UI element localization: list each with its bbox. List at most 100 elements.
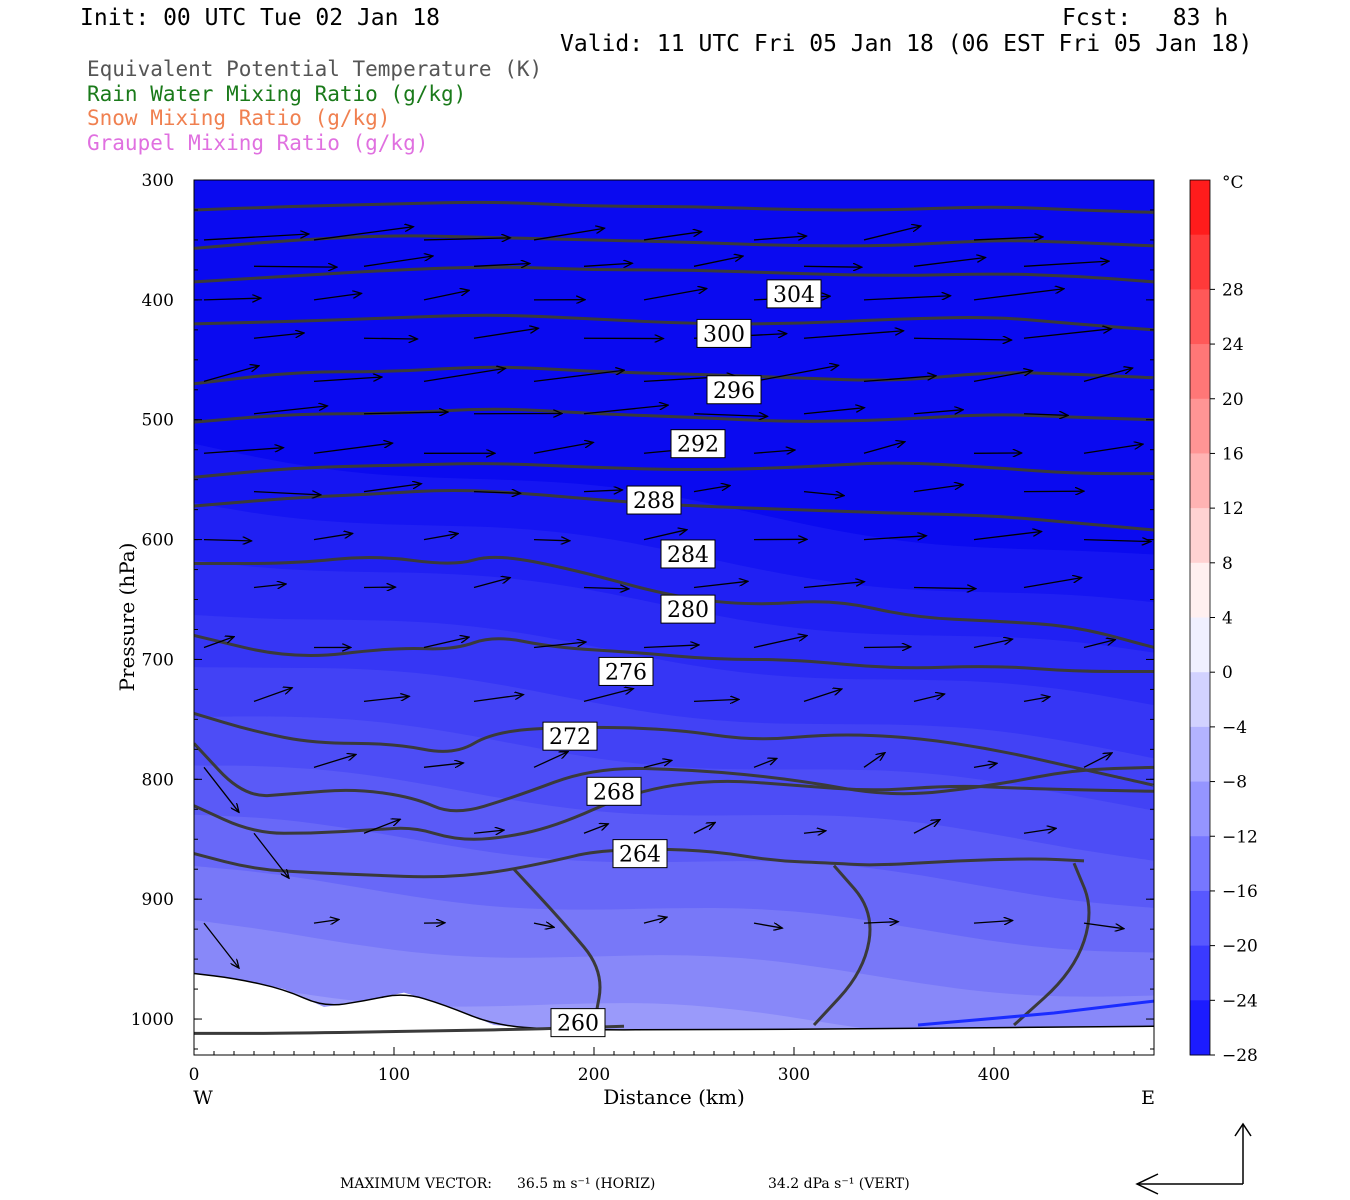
colorbar: °C 28 24 20 16 12 8 4 0 −4 −8 −12 −16 −20 −24 −28 — [1189, 173, 1258, 1066]
wind-vector — [533, 540, 570, 541]
colorbar-label: 28 — [1222, 280, 1244, 300]
shade-band — [194, 502, 1154, 1055]
wind-vector — [313, 754, 356, 768]
y-tick-label: 700 — [142, 650, 174, 670]
colorbar-segment — [1190, 781, 1210, 837]
colorbar-label: 4 — [1222, 609, 1233, 629]
wind-vector — [693, 823, 715, 834]
mixing-ratio-contour — [917, 999, 1154, 1027]
wind-vector — [253, 688, 292, 703]
contour-label: 272 — [549, 725, 591, 750]
colorbar-frame — [1189, 179, 1211, 1056]
wind-vector — [753, 758, 777, 768]
x-tick-label: 0 — [189, 1065, 200, 1085]
shade-base — [194, 180, 1154, 1055]
x-east-label: E — [1141, 1087, 1155, 1109]
wind-vector — [973, 920, 1013, 923]
wind-vector — [253, 266, 337, 267]
wind-vector — [643, 645, 699, 648]
wind-vector — [753, 636, 807, 649]
colorbar-segment — [1190, 617, 1210, 673]
contour-label-box — [626, 485, 682, 515]
contour-label-box — [670, 429, 726, 459]
wind-vector — [1083, 540, 1151, 542]
shade-band — [194, 976, 1154, 1055]
legend-graupel: Graupel Mixing Ratio (g/kg) — [87, 131, 429, 155]
wind-vector — [693, 334, 787, 339]
wind-vector — [473, 830, 504, 833]
forecast-hour: Fcst: 83 h — [1062, 5, 1229, 31]
colorbar-segment — [1190, 836, 1210, 892]
wind-vector — [753, 365, 839, 383]
colorbar-segment — [1190, 890, 1210, 947]
wind-vector — [1023, 828, 1056, 834]
wind-vector — [693, 256, 743, 267]
legend-theta-e: Equivalent Potential Temperature (K) — [87, 57, 543, 81]
wind-vector — [913, 588, 976, 589]
wind-vector — [313, 920, 339, 924]
wind-vector — [253, 584, 286, 588]
wind-vector — [913, 410, 963, 414]
wind-vector — [643, 760, 672, 768]
contour-label: 292 — [677, 433, 719, 458]
colorbar-segment — [1190, 945, 1210, 1001]
wind-vector — [363, 256, 433, 267]
wind-vector — [1023, 697, 1050, 702]
wind-vector — [203, 766, 239, 812]
theta-e-contour-line — [194, 742, 1154, 813]
wind-vector — [313, 443, 393, 454]
x-axis-label: Distance (km) — [603, 1085, 745, 1109]
contour-label: 304 — [773, 283, 815, 308]
wind-vector — [533, 642, 586, 649]
colorbar-label: −8 — [1222, 773, 1247, 793]
theta-e-contour-line — [194, 407, 1154, 424]
max-vector-vert: 34.2 dPa s⁻¹ (VERT) — [768, 1176, 910, 1192]
wind-vector — [423, 763, 463, 768]
wind-vector — [473, 695, 523, 703]
theta-e-contour-line — [194, 711, 1154, 787]
temperature-shading — [194, 180, 1154, 1055]
theta-e-contour-line — [194, 234, 1154, 250]
contour-label-box — [612, 839, 668, 869]
colorbar-label: −4 — [1222, 718, 1247, 738]
contour-label-box — [766, 279, 822, 309]
wind-vector — [753, 296, 830, 300]
wind-vector — [693, 414, 768, 417]
shade-band — [194, 765, 1154, 1055]
contour-label-box — [542, 721, 598, 751]
terrain-mask — [193, 972, 1155, 1055]
wind-vector — [533, 752, 568, 768]
wind-vector — [1023, 261, 1109, 267]
legend-snow: Snow Mixing Ratio (g/kg) — [87, 106, 391, 130]
y-tick-label: 400 — [142, 291, 174, 311]
contour-label-box — [586, 776, 642, 806]
shade-band — [194, 615, 1154, 1055]
y-tick-label: 600 — [142, 531, 174, 551]
wind-vector — [803, 582, 864, 589]
contour-label: 280 — [667, 598, 709, 623]
wind-vector — [1023, 414, 1068, 416]
contour-label: 264 — [619, 843, 661, 868]
colorbar-unit: °C — [1222, 173, 1244, 193]
colorbar-label: −16 — [1222, 882, 1258, 902]
wind-vector — [753, 922, 782, 928]
wind-vector — [533, 370, 624, 383]
wind-vector — [803, 408, 864, 415]
colorbar-segment — [1190, 508, 1210, 564]
wind-vector — [313, 533, 353, 541]
colorbar-label: 16 — [1222, 444, 1244, 464]
x-west-label: W — [193, 1087, 213, 1109]
wind-vector — [803, 831, 826, 833]
contour-label-box — [696, 318, 752, 348]
wind-vector — [313, 377, 382, 383]
wind-vector — [1023, 578, 1082, 589]
max-vector-horiz: 36.5 m s⁻¹ (HORIZ) — [517, 1176, 656, 1192]
wind-vector — [423, 637, 469, 649]
wind-vector — [973, 371, 1032, 383]
wind-vector — [863, 536, 926, 540]
wind-vector — [863, 296, 951, 301]
colorbar-label: 12 — [1222, 499, 1244, 519]
shade-band — [194, 814, 1154, 1055]
wind-vector — [973, 763, 997, 767]
wind-vector — [643, 376, 735, 383]
